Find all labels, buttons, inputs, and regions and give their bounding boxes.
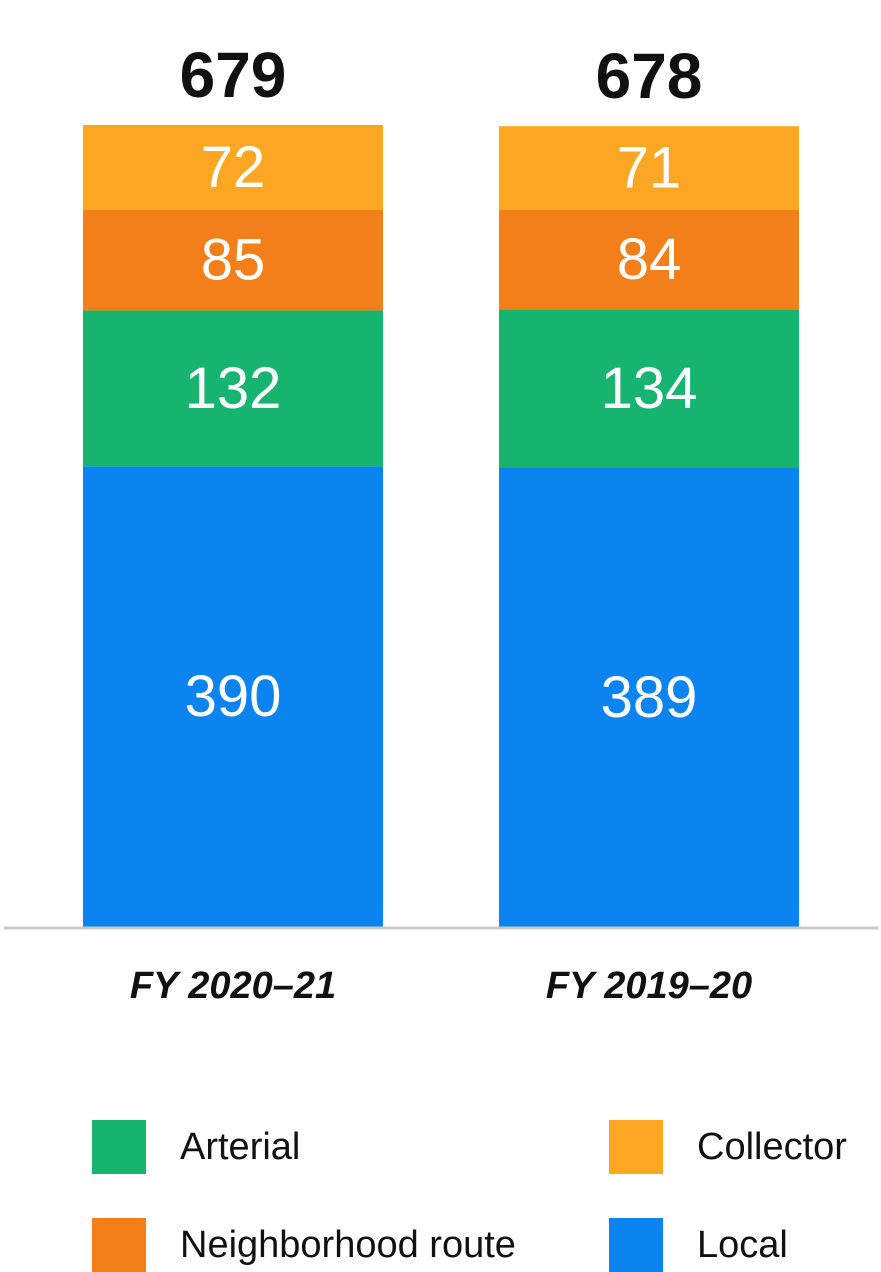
legend-label-local: Local (697, 1223, 788, 1266)
data-label-arterial-fy-2020-21: 132 (185, 356, 282, 421)
legend-swatch-neighborhood-route (92, 1218, 146, 1272)
legend-label-collector: Collector (697, 1125, 847, 1168)
legend-label-arterial: Arterial (180, 1125, 301, 1168)
data-label-local-fy-2019-20: 389 (601, 665, 698, 730)
bar-segment-collector-fy-2020-21 (83, 125, 383, 211)
bar-segment-neighborhood-route-fy-2020-21 (83, 210, 383, 311)
bar-segment-local-fy-2020-21 (83, 466, 383, 927)
labels-group: 390 132 85 72 679 FY 2020–21 389 134 84 71 678 FY 2… (130, 39, 752, 1007)
legend-item-neighborhood-route: Neighborhood route (92, 1218, 516, 1272)
category-label-fy-2019-20: FY 2019–20 (546, 965, 752, 1007)
bar-segment-neighborhood-route-fy-2019-20 (499, 210, 799, 310)
legend-item-arterial: Arterial (92, 1120, 300, 1174)
bars-group (83, 125, 799, 927)
data-label-neighborhood-route-fy-2020-21: 85 (201, 228, 266, 293)
legend-label-neighborhood-route: Neighborhood route (180, 1223, 516, 1266)
legend-swatch-local (609, 1218, 663, 1272)
category-label-fy-2020-21: FY 2020–21 (130, 965, 336, 1007)
bar-segment-arterial-fy-2020-21 (83, 310, 383, 467)
data-label-collector-fy-2020-21: 72 (201, 135, 266, 200)
bar-segment-local-fy-2019-20 (499, 467, 799, 927)
bar-segment-collector-fy-2019-20 (499, 126, 799, 211)
bar-segment-arterial-fy-2019-20 (499, 309, 799, 468)
legend-swatch-collector (609, 1120, 663, 1174)
data-label-collector-fy-2019-20: 71 (617, 136, 682, 201)
legend-item-collector: Collector (609, 1120, 847, 1174)
total-label-fy-2020-21: 679 (180, 39, 287, 111)
legend-item-local: Local (609, 1218, 788, 1272)
total-label-fy-2019-20: 678 (596, 40, 703, 112)
data-label-arterial-fy-2019-20: 134 (601, 356, 698, 421)
data-label-neighborhood-route-fy-2019-20: 84 (617, 227, 682, 292)
data-label-local-fy-2020-21: 390 (185, 664, 282, 729)
legend-swatch-arterial (92, 1120, 146, 1174)
